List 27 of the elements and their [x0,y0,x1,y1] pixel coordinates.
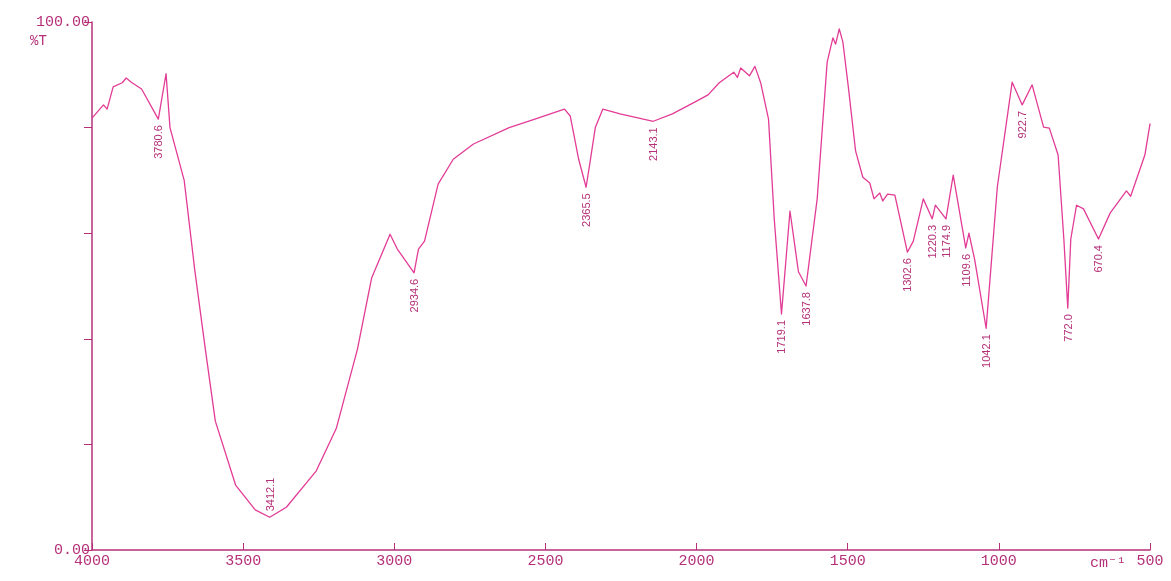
x-tick-label: 500 [1136,553,1164,570]
annotation: 772.0 [1061,314,1074,342]
annotation: 1220.3 [926,224,939,259]
annotation: 3412.1 [263,477,276,512]
annotation: 1174.9 [939,224,952,258]
annotation: 3780.6 [152,125,165,159]
annotation: 1719.1 [775,319,788,354]
annotation: 2934.6 [408,278,421,313]
annotation: 2365.5 [580,193,593,227]
x-tick-label: 1000 [980,553,1017,570]
x-tick-label: 1500 [829,553,866,570]
y-axis-title: %T [30,33,47,49]
x-tick-label: 3500 [225,553,262,570]
annotation: 1302.6 [901,258,914,292]
x-axis-title: cm⁻¹ [1089,554,1126,572]
line-series [91,28,1151,518]
x-tick-label: 4000 [73,553,111,570]
annotation: 1637.8 [800,292,813,326]
annotation: 922.7 [1016,110,1029,139]
x-tick-label: 2000 [678,553,715,570]
x-tick-label: 2500 [527,553,564,570]
annotation: 670.4 [1092,245,1105,273]
annotation: 1042.1 [980,334,993,368]
y-tick-label: 100.00 [35,13,90,31]
annotation: 2143.1 [647,127,660,161]
annotation: 1109.6 [959,253,972,287]
x-tick-label: 3000 [376,553,413,570]
